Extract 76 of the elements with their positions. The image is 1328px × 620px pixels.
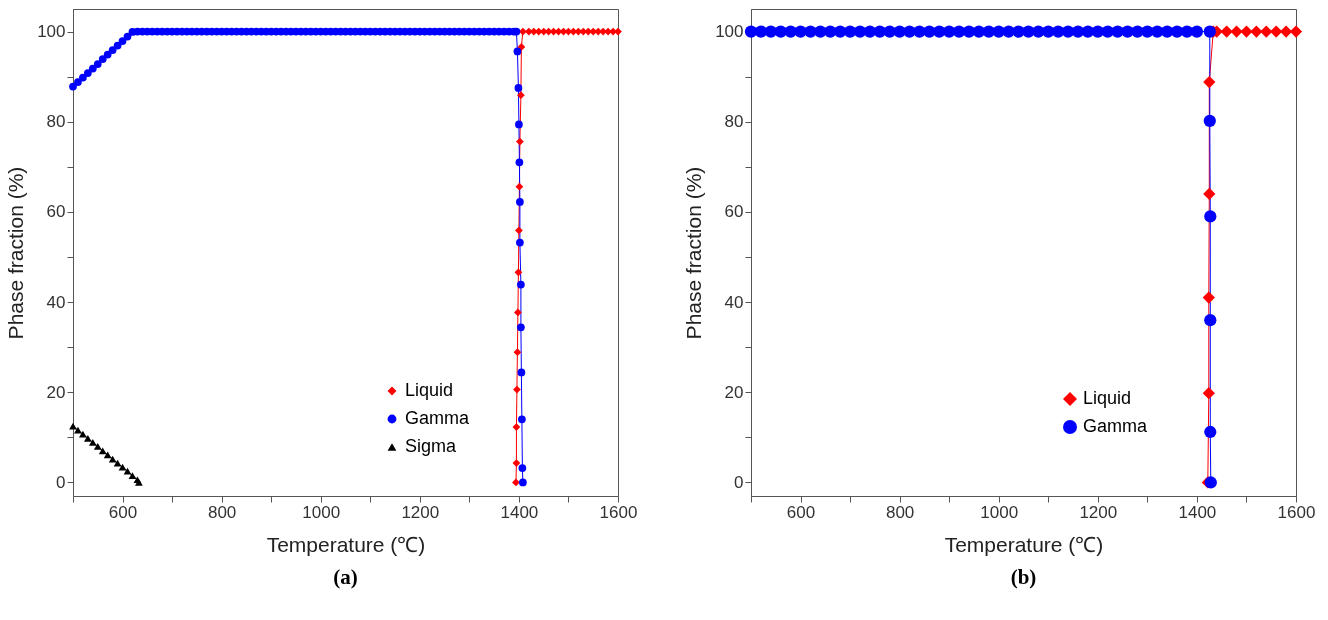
y-tick-label: 100 [715, 22, 744, 42]
y-tick-label: 20 [724, 382, 744, 402]
point [1230, 25, 1243, 38]
point [517, 43, 526, 51]
point [88, 438, 97, 446]
legend-label: Liquid [1083, 388, 1132, 408]
x-tick-label: 1200 [401, 502, 440, 522]
y-tick-label: 60 [46, 202, 66, 222]
point [614, 27, 622, 36]
point [1202, 291, 1215, 304]
point [1289, 25, 1303, 38]
point [79, 430, 87, 438]
text: (a) [333, 565, 358, 589]
point [516, 137, 524, 146]
point [512, 478, 520, 487]
point [1203, 187, 1216, 200]
legend-label: Gamma [1083, 416, 1148, 436]
point [1270, 25, 1283, 38]
legend-label: Gamma [405, 408, 470, 428]
y-tick-label: 20 [46, 382, 66, 402]
x-tick-label: 1000 [980, 502, 1019, 522]
point [1220, 25, 1233, 38]
point [513, 385, 521, 394]
point [74, 426, 82, 434]
point [1204, 314, 1217, 327]
x-tick-label: 1400 [500, 502, 539, 522]
x-tick-label: 1600 [599, 502, 638, 522]
x-tick-label: 600 [108, 502, 138, 522]
point [514, 308, 522, 317]
point [83, 434, 92, 442]
point [1203, 114, 1216, 127]
legend-label: Liquid [405, 380, 454, 400]
point [512, 423, 521, 431]
y-tick-label: 80 [724, 112, 744, 132]
point [1203, 25, 1216, 38]
point [1250, 25, 1263, 38]
point [744, 25, 758, 38]
y-tick-label: 100 [37, 22, 66, 42]
point [123, 467, 132, 475]
y-tick-label: 60 [724, 202, 744, 222]
x-tick-label: 1000 [302, 502, 341, 522]
x-axis-title: Temperature (℃) [266, 532, 426, 556]
point [514, 268, 523, 277]
x-tick-label: 600 [786, 502, 816, 522]
point [1202, 387, 1215, 400]
point [93, 443, 102, 450]
point [512, 459, 521, 467]
point [1279, 25, 1293, 38]
point [513, 348, 522, 357]
point [1204, 425, 1217, 439]
y-tick-label: 0 [56, 472, 66, 492]
point [128, 472, 137, 480]
point [1203, 75, 1216, 89]
x-axis-title: Temperature (℃) [944, 532, 1104, 556]
point [1190, 25, 1204, 38]
x-tick-label: 1600 [1277, 502, 1316, 522]
y-axis-title: Phase fraction (%) [4, 166, 28, 340]
point [519, 27, 527, 36]
point [515, 226, 523, 235]
point [1204, 210, 1217, 223]
point [517, 91, 525, 99]
point [1260, 25, 1273, 38]
x-tick-label: 800 [885, 502, 915, 522]
x-tick-label: 800 [207, 502, 237, 522]
x-tick-label: 1400 [1178, 502, 1217, 522]
y-axis-title: Phase fraction (%) [682, 166, 706, 340]
point [98, 447, 107, 455]
point [515, 182, 524, 191]
x-tick-label: 1200 [1079, 502, 1118, 522]
y-tick-label: 40 [46, 292, 66, 312]
y-tick-label: 40 [724, 292, 744, 312]
y-tick-label: 80 [46, 112, 66, 132]
y-tick-label: 0 [734, 472, 744, 492]
text: (b) [1010, 565, 1037, 589]
point [1240, 25, 1253, 38]
legend-label: Sigma [405, 436, 458, 456]
